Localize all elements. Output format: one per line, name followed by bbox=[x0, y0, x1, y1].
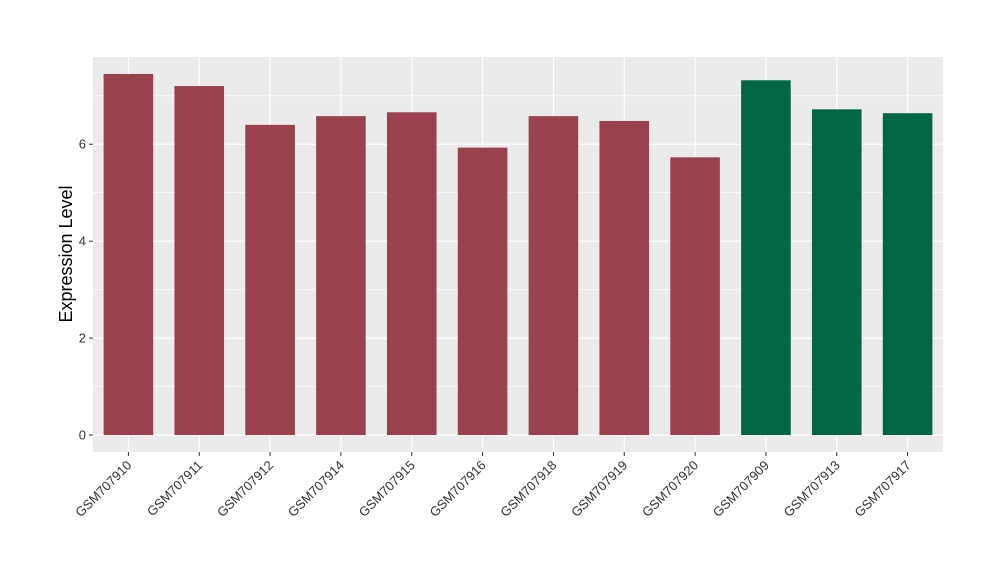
bar-GSM707914 bbox=[316, 116, 366, 436]
y-tick-label: 2 bbox=[79, 331, 86, 346]
x-tick-label: GSM707920 bbox=[639, 458, 701, 520]
x-tick-label: GSM707909 bbox=[710, 458, 772, 520]
x-axis: GSM707910 GSM707911 GSM707912 GSM707914 GSM7… bbox=[72, 452, 914, 520]
x-tick-label: GSM707912 bbox=[214, 458, 276, 520]
y-tick-label: 6 bbox=[79, 137, 86, 152]
y-axis: 0 2 4 6 bbox=[79, 137, 93, 443]
bar-GSM707909 bbox=[741, 80, 791, 436]
y-tick-label: 0 bbox=[79, 428, 86, 443]
bar-GSM707919 bbox=[599, 120, 650, 436]
plot-panel bbox=[93, 57, 943, 452]
bars bbox=[103, 73, 933, 436]
bar-GSM707912 bbox=[245, 124, 295, 436]
bar-GSM707913 bbox=[811, 109, 862, 436]
x-tick-label: GSM707911 bbox=[144, 458, 206, 520]
y-tick-label: 4 bbox=[79, 234, 86, 249]
grid-minor bbox=[93, 95, 943, 387]
x-tick-label: GSM707919 bbox=[568, 458, 630, 520]
x-tick-label: GSM707916 bbox=[426, 458, 488, 520]
bar-GSM707920 bbox=[670, 157, 720, 436]
bar-GSM707915 bbox=[386, 112, 437, 436]
bar-GSM707910 bbox=[103, 73, 154, 436]
bar-GSM707918 bbox=[528, 116, 579, 436]
x-tick-label: GSM707915 bbox=[356, 458, 418, 520]
bar-GSM707917 bbox=[882, 113, 933, 436]
bar-GSM707916 bbox=[457, 147, 508, 436]
x-tick-label: GSM707917 bbox=[851, 458, 913, 520]
bar-GSM707911 bbox=[174, 86, 225, 436]
y-axis-title: Expression Level bbox=[56, 185, 76, 322]
x-tick-label: GSM707910 bbox=[72, 458, 134, 520]
x-tick-label: GSM707914 bbox=[285, 458, 347, 520]
x-tick-label: GSM707918 bbox=[497, 458, 559, 520]
x-tick-label: GSM707913 bbox=[781, 458, 843, 520]
